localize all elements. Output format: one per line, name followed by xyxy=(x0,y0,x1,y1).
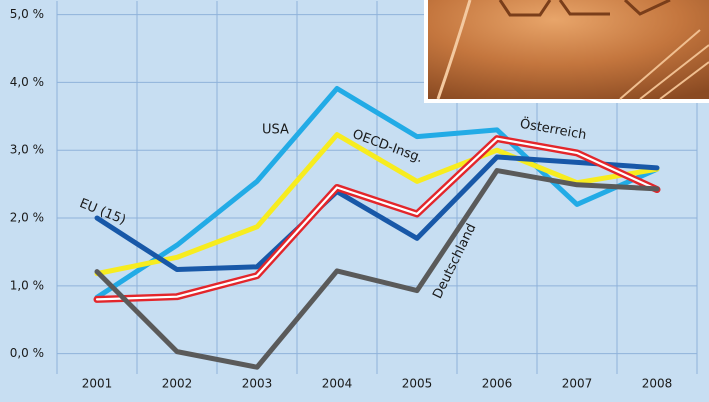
y-tick-label: 3,0 % xyxy=(10,143,44,157)
photo-detail xyxy=(436,0,472,100)
series-line xyxy=(94,168,660,370)
y-tick-label: 5,0 % xyxy=(10,7,44,21)
y-tick-label: 0,0 % xyxy=(10,346,44,360)
series-line xyxy=(94,132,660,277)
x-tick-label: 2005 xyxy=(402,377,433,391)
photo xyxy=(428,0,709,99)
photo-detail xyxy=(498,0,671,17)
series-label: USA xyxy=(262,123,289,138)
x-tick-label: 2008 xyxy=(642,377,673,391)
coin-photo xyxy=(424,0,709,103)
series-line xyxy=(94,154,660,273)
series-line-highlight xyxy=(95,137,659,301)
series-line xyxy=(94,85,660,300)
x-tick-label: 2004 xyxy=(322,377,353,391)
x-tick-label: 2007 xyxy=(562,377,593,391)
lines xyxy=(93,85,661,370)
x-tick-label: 2001 xyxy=(82,377,113,391)
x-tick-label: 2002 xyxy=(162,377,193,391)
y-tick-label: 1,0 % xyxy=(10,278,44,292)
photo-detail xyxy=(619,29,709,100)
x-tick-label: 2003 xyxy=(242,377,273,391)
x-tick-label: 2006 xyxy=(482,377,513,391)
y-tick-label: 4,0 % xyxy=(10,75,44,89)
y-tick-label: 2,0 % xyxy=(10,211,44,225)
